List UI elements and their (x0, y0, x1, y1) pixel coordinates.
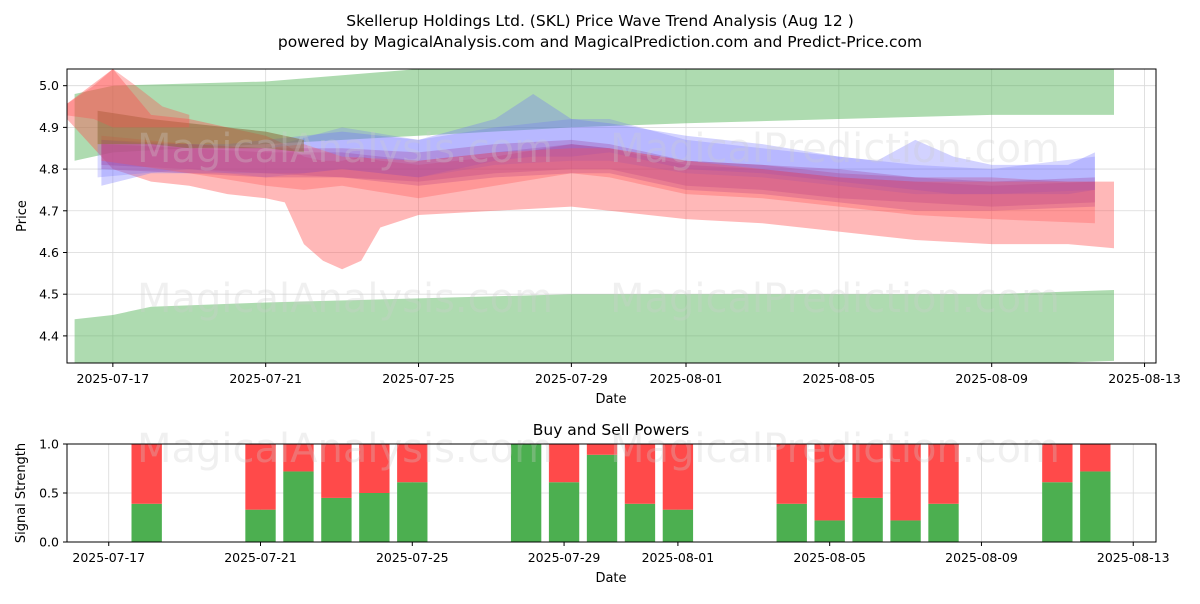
band-purple-b (101, 144, 1095, 207)
buy-sell-plot: Buy and Sell Powers MagicalAnalysis.com … (14, 421, 1170, 586)
band-red-spike (67, 69, 190, 128)
sell-bar-8 (586, 444, 618, 455)
sell-bar-14 (890, 444, 921, 521)
sell-bar-5 (397, 444, 428, 483)
buy-bar-3 (321, 497, 352, 542)
buy-bar-7 (548, 482, 580, 542)
signal-x-ticks: 2025-07-17 2025-07-21 2025-07-25 2025-07-29… (72, 542, 1170, 565)
band-purple-a (101, 139, 1095, 211)
price-y-ticks: 4.4 4.5 4.6 4.7 4.8 4.9 5.0 (39, 78, 67, 343)
signal-x-axis-label: Date (595, 571, 626, 586)
buy-bar-0 (131, 503, 162, 542)
buy-bar-10 (662, 509, 694, 542)
band-blue-b (97, 119, 1095, 195)
buy-bar-12 (814, 520, 845, 542)
sell-bar-13 (852, 444, 883, 498)
sell-bar-16 (1042, 444, 1073, 483)
buy-bar-1 (245, 509, 276, 542)
signal-y-tick-label-2: 1.0 (39, 437, 59, 452)
signal-y-tick-label-1: 0.5 (39, 486, 59, 501)
price-y-tick-label-0: 4.4 (39, 328, 59, 343)
price-x-tick-label-4: 2025-08-01 (650, 371, 723, 386)
price-x-axis-label: Date (595, 392, 626, 407)
band-red-mid (101, 135, 1095, 224)
watermark-prediction-top: MagicalPrediction.com (610, 126, 1060, 172)
buy-bar-16 (1042, 482, 1073, 542)
band-blue-a (101, 94, 1095, 195)
buy-bar-17 (1080, 471, 1111, 542)
buy-bar-13 (852, 497, 883, 542)
band-red-wide (67, 69, 1114, 270)
buy-bar-2 (283, 471, 314, 542)
signal-x-tick-label-4: 2025-08-01 (642, 550, 715, 565)
sell-bar-17 (1080, 444, 1111, 472)
signal-y-axis-label: Signal Strength (14, 443, 29, 543)
sell-bar-12 (814, 444, 845, 521)
price-grid (67, 69, 1156, 363)
price-x-ticks: 2025-07-17 2025-07-21 2025-07-25 2025-07-29… (77, 363, 1181, 386)
signal-y-tick-label-0: 0.0 (39, 535, 59, 550)
signal-x-tick-label-6: 2025-08-09 (945, 550, 1018, 565)
price-y-tick-label-1: 4.5 (39, 287, 59, 302)
signal-y-ticks: 0.0 0.5 1.0 (39, 437, 67, 550)
price-y-tick-label-2: 4.6 (39, 245, 59, 260)
price-x-tick-label-0: 2025-07-17 (77, 371, 150, 386)
price-y-tick-label-4: 4.8 (39, 162, 59, 177)
signal-x-tick-label-1: 2025-07-21 (224, 550, 297, 565)
price-x-tick-label-2: 2025-07-25 (382, 371, 455, 386)
buy-bar-8 (586, 454, 618, 542)
buy-bar-9 (624, 503, 656, 542)
sell-bar-9 (624, 444, 656, 504)
sell-bar-1 (245, 444, 276, 510)
sell-bar-15 (928, 444, 959, 504)
watermark-prediction-bottom: MagicalPrediction.com (610, 426, 1060, 472)
price-wave-plot: MagicalAnalysis.com MagicalPrediction.co… (15, 68, 1181, 407)
band-brown-top (97, 110, 304, 153)
price-x-tick-label-7: 2025-08-13 (1108, 371, 1181, 386)
signal-x-tick-label-7: 2025-08-13 (1097, 550, 1170, 565)
watermark-analysis-mid: MagicalAnalysis.com (137, 276, 553, 322)
sell-bar-4 (359, 444, 390, 493)
buy-bar-11 (776, 503, 807, 542)
signal-x-tick-label-0: 2025-07-17 (72, 550, 145, 565)
price-x-tick-label-3: 2025-07-29 (535, 371, 608, 386)
band-upper-green (74, 69, 1115, 161)
watermark-prediction-mid: MagicalPrediction.com (610, 276, 1060, 322)
price-y-tick-label-5: 4.9 (39, 120, 59, 135)
chart-title-line1: Skellerup Holdings Ltd. (SKL) Price Wave… (346, 12, 854, 30)
sell-bar-7 (548, 444, 580, 483)
price-x-tick-label-5: 2025-08-05 (803, 371, 876, 386)
sell-bar-2 (283, 444, 314, 472)
price-y-tick-label-3: 4.7 (39, 203, 59, 218)
buy-bar-4 (359, 493, 390, 542)
buy-sell-title: Buy and Sell Powers (533, 421, 690, 439)
price-bands (67, 69, 1115, 363)
signal-x-tick-label-2: 2025-07-25 (376, 550, 449, 565)
signal-bars (131, 444, 1111, 542)
buy-bar-14 (890, 520, 921, 542)
price-y-tick-label-6: 5.0 (39, 78, 59, 93)
buy-bar-6 (510, 444, 542, 542)
price-x-tick-label-1: 2025-07-21 (229, 371, 302, 386)
band-lower-green (74, 290, 1114, 363)
price-x-tick-label-6: 2025-08-09 (955, 371, 1028, 386)
signal-x-tick-label-5: 2025-08-05 (793, 550, 866, 565)
chart-title-line2: powered by MagicalAnalysis.com and Magic… (278, 33, 922, 51)
sell-bar-3 (321, 444, 352, 498)
sell-bar-10 (662, 444, 694, 510)
watermark-analysis-top: MagicalAnalysis.com (137, 126, 553, 172)
signal-x-tick-label-3: 2025-07-29 (528, 550, 601, 565)
price-y-axis-label: Price (15, 200, 30, 232)
buy-bar-5 (397, 482, 428, 542)
buy-bar-15 (928, 503, 959, 542)
sell-bar-0 (131, 444, 162, 504)
watermark-analysis-bottom: MagicalAnalysis.com (137, 426, 553, 472)
price-plot-frame (66, 68, 1157, 364)
sell-bar-11 (776, 444, 807, 504)
